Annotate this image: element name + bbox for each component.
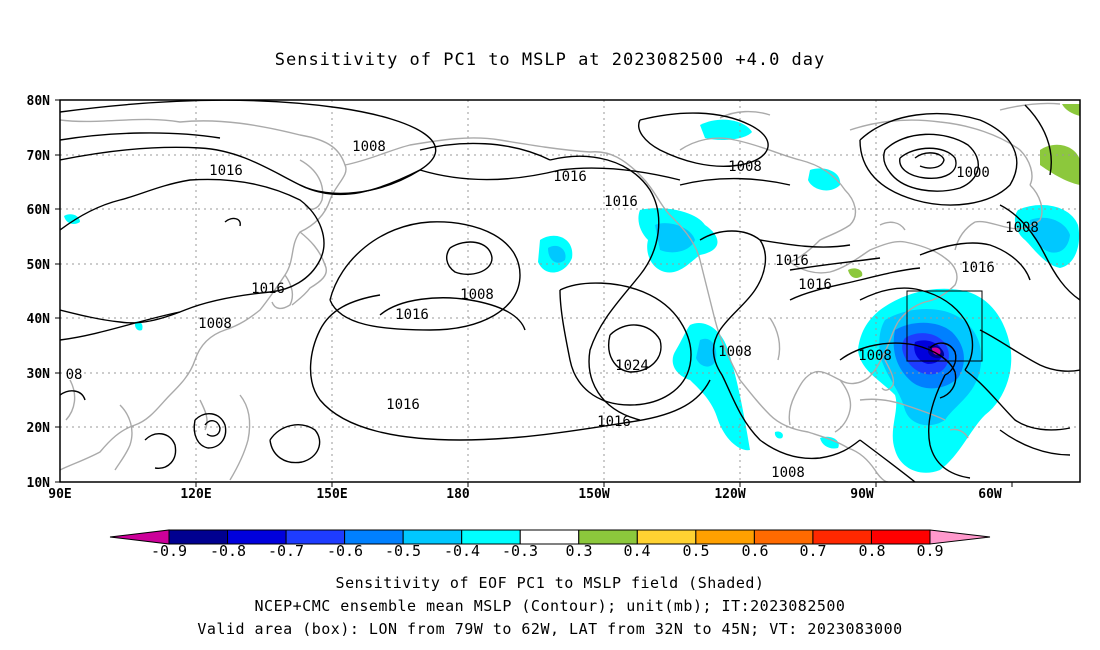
contour-label: 1008 (771, 465, 805, 481)
contour-label: 1016 (961, 260, 995, 276)
lat-label: 50N (27, 258, 51, 273)
contour-label: 1008 (352, 139, 386, 155)
colorbar-label: 0.8 (858, 542, 885, 560)
contour-label: 1016 (775, 253, 809, 269)
contour-label: 1016 (604, 194, 638, 210)
contour-label: 1024 (615, 358, 649, 374)
plot-frame (59, 99, 1081, 483)
contour-label: 1016 (395, 307, 429, 323)
colorbar-labels: -0.9 -0.8 -0.7 -0.6 -0.5 -0.4 -0.3 0.3 0… (151, 542, 944, 560)
colorbar-label: 0.7 (799, 542, 826, 560)
contour-label: 1016 (553, 169, 587, 185)
contour-label: 1016 (798, 277, 832, 293)
lon-label: 150E (316, 487, 347, 502)
contour-label: 1016 (251, 281, 285, 297)
lon-label: 60W (978, 487, 1002, 502)
lon-label: 120W (714, 487, 745, 502)
colorbar-label: -0.7 (268, 542, 304, 560)
lon-label: 90W (850, 487, 874, 502)
lat-label: 30N (27, 367, 51, 382)
sensitivity-shading (64, 104, 1080, 473)
lon-ticks (195, 482, 1013, 487)
lat-label: 10N (27, 476, 51, 491)
lon-label: 180 (446, 487, 470, 502)
colorbar-label: 0.9 (916, 542, 943, 560)
lat-label: 20N (27, 421, 51, 436)
lat-label: 80N (27, 94, 51, 109)
lon-label: 90E (48, 487, 71, 502)
colorbar-end-high (929, 529, 991, 545)
colorbar-label: -0.3 (502, 542, 538, 560)
contour-label: 08 (66, 367, 83, 383)
colorbar-label: -0.5 (385, 542, 421, 560)
contour-label: 1008 (198, 316, 232, 332)
contour-label: 1000 (956, 165, 990, 181)
lon-label: 150W (578, 487, 609, 502)
colorbar (109, 529, 991, 545)
lon-axis: 90E 120E 150E 180 150W 120W 90W 60W (48, 487, 1002, 502)
colorbar-label: 0.5 (682, 542, 709, 560)
lat-axis: 80N 70N 60N 50N 40N 30N 20N 10N (27, 94, 51, 491)
lon-label: 120E (180, 487, 211, 502)
contour-label: 1016 (386, 397, 420, 413)
colorbar-label: -0.6 (327, 542, 363, 560)
caption-line-3: Valid area (box): LON from 79W to 62W, L… (197, 620, 903, 638)
contour-label: 1008 (718, 344, 752, 360)
isobar-contours (60, 100, 1080, 482)
contour-label: 1008 (460, 287, 494, 303)
caption-line-1: Sensitivity of EOF PC1 to MSLP field (Sh… (335, 574, 765, 592)
graticule (60, 100, 1080, 482)
contour-label: 1008 (728, 159, 762, 175)
colorbar-label: -0.4 (444, 542, 480, 560)
contour-label: 1008 (858, 348, 892, 364)
valid-area-box (906, 290, 983, 362)
colorbar-label: 0.4 (623, 542, 650, 560)
colorbar-label: 0.3 (565, 542, 592, 560)
lat-label: 60N (27, 203, 51, 218)
lat-ticks (55, 99, 60, 483)
caption-line-2: NCEP+CMC ensemble mean MSLP (Contour); u… (254, 597, 846, 615)
contour-label: 1008 (1005, 220, 1039, 236)
contour-label: 1016 (597, 414, 631, 430)
contour-labels: 1008 1016 1008 1016 1000 1016 1016 1016 … (66, 139, 1039, 481)
colorbar-label: -0.8 (210, 542, 246, 560)
contour-label: 1016 (209, 163, 243, 179)
colorbar-label: 0.6 (741, 542, 768, 560)
lat-label: 40N (27, 312, 51, 327)
chart-title: Sensitivity of PC1 to MSLP at 2023082500… (274, 50, 826, 70)
colorbar-label: -0.9 (151, 542, 187, 560)
lat-label: 70N (27, 149, 51, 164)
